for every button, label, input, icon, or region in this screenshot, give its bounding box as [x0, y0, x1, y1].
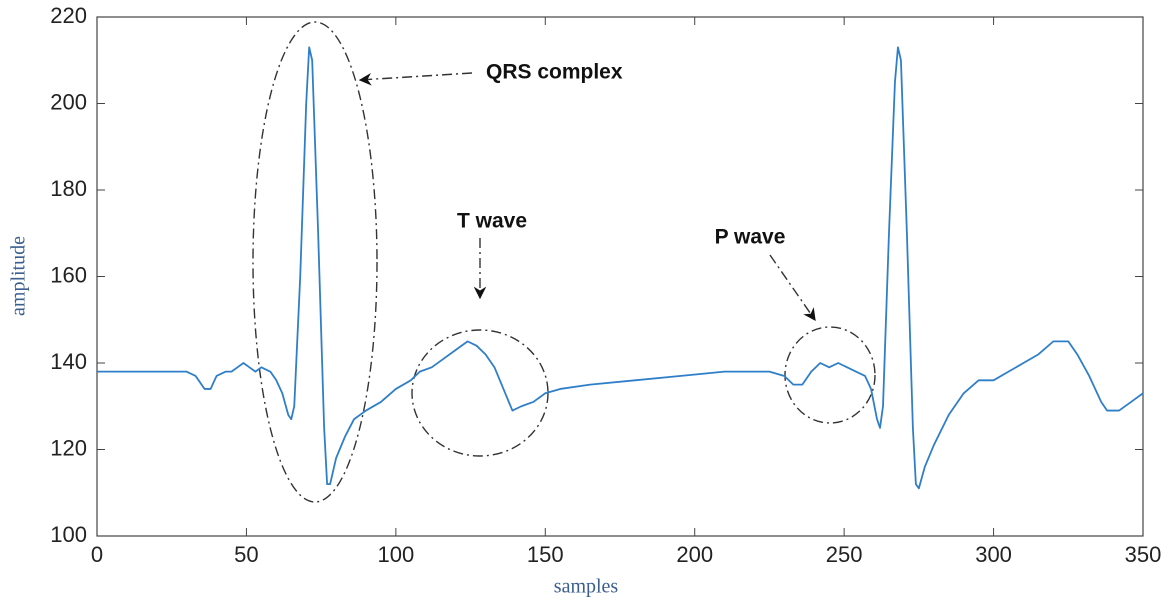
- x-tick-label: 150: [527, 542, 564, 567]
- x-tick-label: 200: [676, 542, 713, 567]
- x-tick-label: 250: [826, 542, 863, 567]
- y-tick-label: 100: [50, 522, 87, 547]
- y-tick-label: 180: [50, 176, 87, 201]
- y-tick-label: 160: [50, 262, 87, 287]
- plot-area: [96, 16, 1144, 537]
- x-axis-label: samples: [554, 576, 619, 598]
- annotation: T wave: [457, 210, 527, 233]
- y-tick-label: 140: [50, 349, 87, 374]
- annotation: QRS complex: [486, 61, 623, 84]
- y-tick-label: 200: [50, 89, 87, 114]
- y-tick-label: 220: [50, 3, 87, 28]
- p-circle: [784, 326, 876, 424]
- x-tick-label: 100: [377, 542, 414, 567]
- annotation: P wave: [715, 226, 786, 249]
- y-tick-label: 120: [50, 435, 87, 460]
- x-tick-label: 350: [1125, 542, 1162, 567]
- qrs-ellipse: [252, 21, 378, 503]
- p-arrow: [769, 254, 816, 322]
- x-tick-label: 50: [234, 542, 258, 567]
- ecg-line: [97, 46, 1144, 490]
- x-tick-label: 300: [975, 542, 1012, 567]
- y-axis-label: amplitude: [8, 236, 30, 316]
- x-tick-label: 0: [91, 542, 103, 567]
